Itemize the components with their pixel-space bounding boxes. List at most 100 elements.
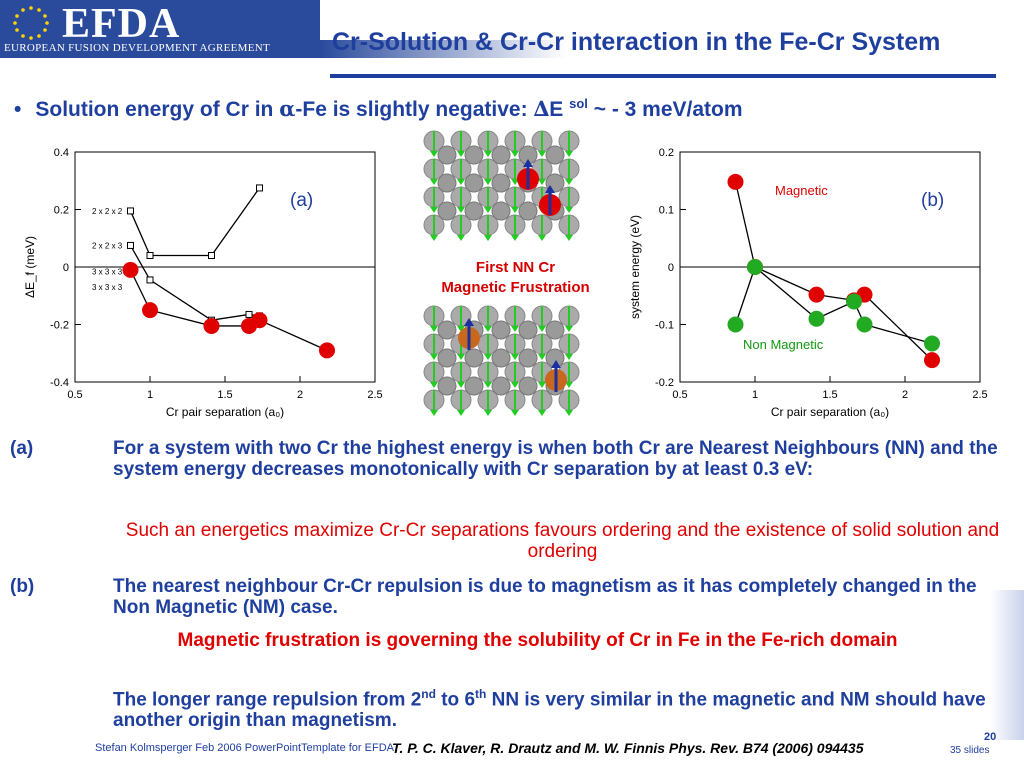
green-arrowhead [511,354,519,360]
data-square [208,252,215,259]
supercell-label: 3 x 3 x 3 [92,267,123,276]
data-circle [924,335,940,352]
data-circle [727,173,744,190]
green-arrowhead [565,382,573,388]
y-tick-label: 0.2 [54,205,69,217]
para-c-post: NN is very similar in the magnetic and N… [113,689,986,732]
caption-line-1: First NN Cr [475,259,556,276]
x-tick-label: 1.5 [217,389,232,401]
slide-total: 35 slides [950,745,990,756]
green-arrowhead [484,207,492,213]
fe-atom-back [491,173,511,193]
supercell-label: 3 x 3 x 3 [92,283,123,292]
fe-atom-back [491,348,511,368]
x-axis-label: Cr pair separation (a₀) [166,405,284,419]
y-tick-label: 0 [63,262,69,274]
solution-energy-bullet: • Solution energy of Cr in α-Fe is slight… [14,96,743,122]
green-arrowhead [457,235,465,241]
fe-atom-back [545,320,565,340]
para-b-text: The nearest neighbour Cr-Cr repulsion is… [113,576,977,618]
green-arrowhead [484,179,492,185]
series-b-line-0 [734,181,933,361]
para-b-conclusion: Magnetic frustration is governing the so… [177,630,898,651]
efda-logo-banner: EFDA EUROPEAN FUSION DEVELOPMENT AGREEME… [0,0,320,58]
green-arrowhead [511,410,519,416]
green-arrowhead [511,326,519,332]
data-circle [846,293,862,310]
x-tick-label: 1 [752,389,758,401]
green-arrowhead [538,354,546,360]
fe-atom-back [518,348,538,368]
data-circle [727,316,744,333]
lattice-frustration-image [423,130,580,241]
y-tick-label: -0.1 [655,320,674,332]
x-tick-label: 0.5 [672,389,687,401]
fe-atom-back [437,201,457,221]
x-tick-label: 2 [297,389,303,401]
fe-atom-back [437,173,457,193]
cr-arrowhead [551,360,561,368]
green-arrowhead [565,235,573,241]
green-arrowhead [538,235,546,241]
x-tick-label: 2.5 [367,389,382,401]
fe-atom-back [491,201,511,221]
y-tick-label: 0.1 [659,205,674,217]
bullet-sup-sol: sol [569,96,588,111]
data-square [146,252,154,259]
para-a-conclusion: Such an energetics maximize Cr-Cr separa… [125,520,1000,562]
y-tick-label: 0 [668,262,674,274]
fe-atom-back [491,376,511,396]
annotation-magnetic: Magnetic [775,183,828,198]
para-a-label: (a) [10,438,34,459]
footer-reference: T. P. C. Klaver, R. Drautz and M. W. Fin… [392,740,864,756]
data-circle [319,342,335,359]
green-arrowhead [511,382,519,388]
page-number: 20 [984,731,997,743]
green-arrowhead [484,354,492,360]
x-tick-label: 1 [147,389,153,401]
fe-atom-back [437,145,457,165]
cr-arrowhead [523,159,533,167]
x-tick-label: 2.5 [972,389,987,401]
lattice-separated-image [423,305,580,416]
fe-atom-back [437,376,457,396]
title-underline [330,74,996,78]
green-arrowhead [457,354,465,360]
fe-atom-back [464,376,484,396]
chart-b: 0.5 1 1.5 2 2.5 0.2 0.1 0 -0.1 -0.2 Cr pair separa… [625,140,995,425]
data-circle [203,317,220,334]
fe-atom-back [518,376,538,396]
para-c-text: The longer range repulsion from 2nd to 6… [113,684,993,731]
green-arrowhead [565,179,573,185]
para-c-sup-th: th [475,687,487,701]
y-axis-label: system energy (eV) [628,215,642,319]
data-circle [122,261,139,278]
series-b-line-1 [734,265,933,345]
lattice-caption: First NN Cr Magnetic Frustration [408,258,623,298]
data-circle [142,302,158,319]
green-arrowhead [457,151,465,157]
para-b-label: (b) [10,576,35,597]
panel-label: (b) [921,190,944,211]
chart-b-svg: 0.5 1 1.5 2 2.5 0.2 0.1 0 -0.1 -0.2 Cr pair separa… [628,147,988,419]
green-arrowhead [511,179,519,185]
fe-atom-back [491,320,511,340]
bullet-text-mid: -Fe is slightly negative: [295,98,534,121]
green-arrowhead [565,410,573,416]
chart-a-svg: 0.5 1 1.5 2 2.5 0.4 0.2 0 -0.2 -0.4 Cr pair separa… [23,147,383,419]
green-arrowhead [430,410,438,416]
green-arrowhead [538,382,546,388]
footer-author: Stefan Kolmsperger Feb 2006 PowerPointTe… [95,742,394,754]
data-square [127,207,134,215]
y-tick-label: -0.4 [50,377,69,389]
green-arrowhead [457,179,465,185]
green-arrowhead [430,354,438,360]
green-arrowhead [484,151,492,157]
data-circle [808,310,825,327]
fe-atom-back [437,320,457,340]
green-arrowhead [565,354,573,360]
y-tick-label: -0.2 [50,320,69,332]
bullet-e: E [549,98,570,121]
fe-atom-back [464,145,484,165]
data-square [256,184,263,192]
